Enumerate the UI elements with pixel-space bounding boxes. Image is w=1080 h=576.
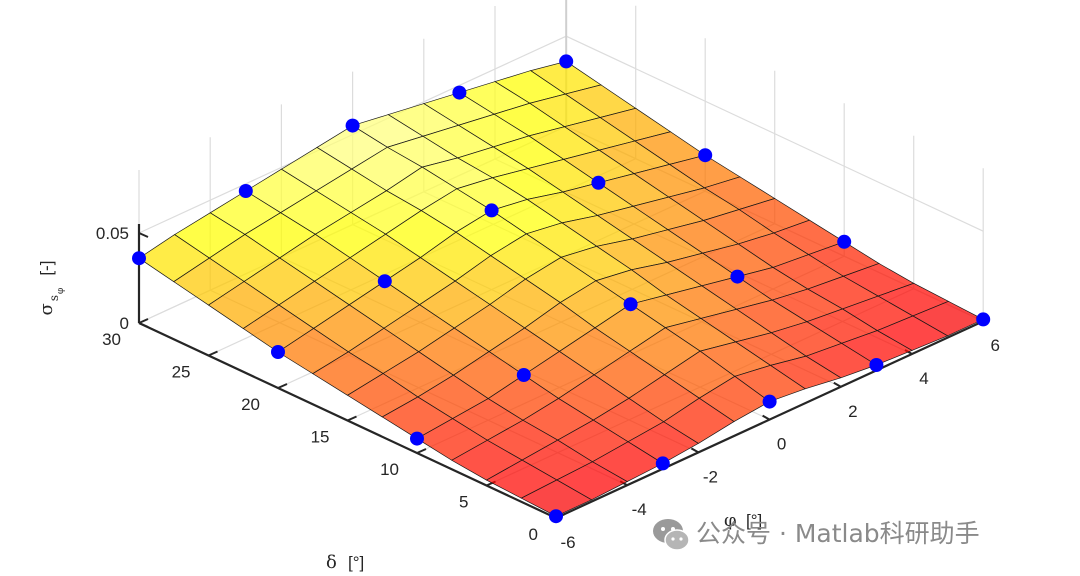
watermark-text: 公众号 · Matlab科研助手 — [696, 519, 980, 548]
data-point — [238, 184, 253, 198]
data-point — [559, 54, 574, 69]
x-tick-label: 5 — [459, 493, 468, 512]
y-tick-label: 0 — [777, 435, 786, 454]
y-tick-mark — [833, 381, 842, 388]
svg-text:σsφ[-]: σsφ [-] — [36, 261, 66, 316]
y-tick-label: -4 — [632, 500, 647, 519]
z-tick-mark — [138, 232, 149, 238]
data-point — [591, 175, 606, 190]
z-axis-unit: [-] — [37, 261, 56, 276]
data-point — [623, 297, 638, 312]
data-point — [655, 456, 670, 471]
y-axis-symbol: φ — [724, 510, 737, 531]
data-points — [132, 54, 991, 524]
x-tick-label: 0 — [529, 525, 538, 544]
data-point — [345, 118, 360, 133]
data-point — [452, 85, 467, 100]
y-axis-label: φ [°] — [724, 510, 762, 531]
y-tick-label: 2 — [848, 402, 857, 421]
data-point — [698, 148, 713, 163]
wechat-icon — [653, 519, 690, 551]
data-point — [271, 345, 285, 359]
data-point — [976, 312, 991, 327]
watermark: 公众号 · Matlab科研助手 — [653, 519, 980, 551]
y-tick-mark — [762, 414, 771, 421]
data-point — [484, 203, 499, 218]
data-point — [762, 394, 777, 409]
y-axis-unit: [°] — [746, 511, 762, 530]
data-point — [549, 509, 563, 524]
surface-patch — [520, 479, 593, 517]
y-tick-mark — [690, 447, 699, 454]
surface — [138, 61, 984, 517]
y-tick-label: -6 — [560, 533, 575, 552]
z-axis-subsubscript: φ — [56, 288, 66, 294]
x-axis-unit: [°] — [348, 553, 364, 572]
data-point — [377, 274, 392, 289]
x-axis-symbol: δ — [326, 552, 337, 573]
y-tick-label: 4 — [919, 369, 928, 388]
data-point — [869, 358, 884, 372]
data-point — [132, 251, 146, 266]
x-tick-label: 20 — [241, 395, 260, 414]
z-tick-label: 0 — [120, 314, 129, 333]
x-tick-mark — [347, 415, 357, 422]
y-tick-label: -2 — [703, 467, 718, 486]
data-point — [837, 234, 852, 249]
z-tick-mark — [138, 322, 149, 328]
x-tick-mark — [138, 318, 149, 324]
x-tick-label: 10 — [380, 460, 399, 479]
data-point — [516, 368, 531, 382]
x-tick-mark — [416, 448, 427, 454]
z-axis-label: σsφ [-] — [36, 261, 66, 316]
data-point — [410, 431, 424, 446]
x-tick-label: 25 — [172, 363, 191, 382]
x-tick-label: 15 — [311, 428, 330, 447]
x-axis-label: δ [°] — [326, 552, 364, 573]
z-tick-label: 0.05 — [96, 224, 129, 243]
z-axis-symbol: σ — [36, 303, 57, 315]
x-tick-label: 30 — [102, 330, 121, 349]
z-axis-subscript: s — [47, 295, 61, 301]
data-point — [730, 269, 745, 284]
y-tick-label: 6 — [990, 336, 999, 355]
tick-labels: 0 5 10 15 20 25 30 -6 -4 -2 0 2 4 6 0 0.05 — [96, 224, 1000, 552]
x-tick-mark — [208, 350, 218, 357]
x-tick-mark — [277, 383, 288, 389]
